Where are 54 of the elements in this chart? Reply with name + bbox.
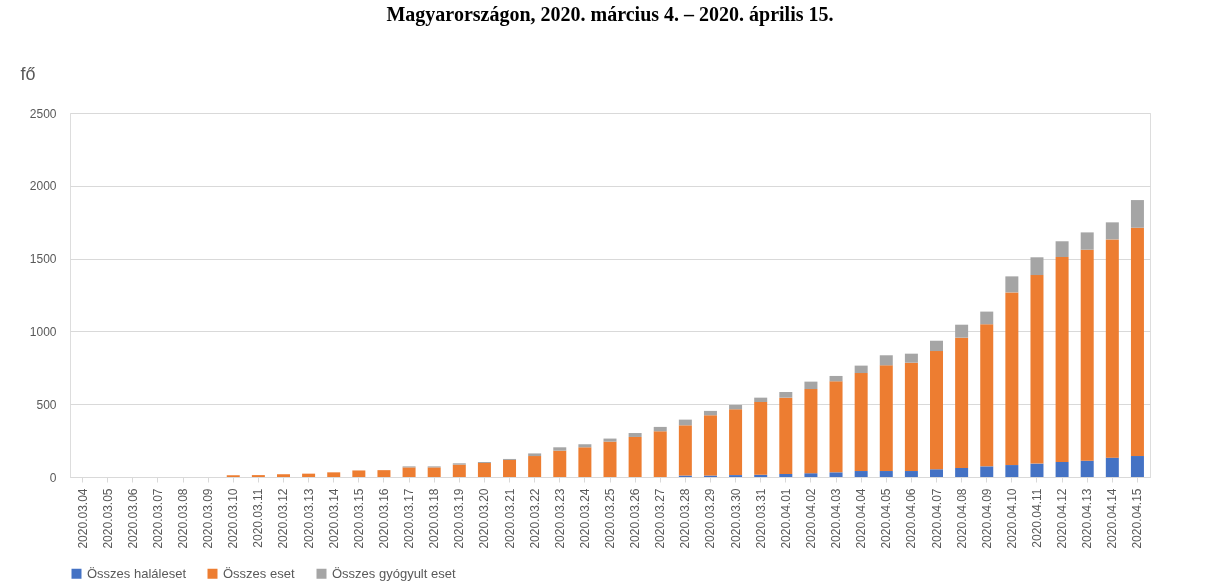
x-tick-label: 2020.03.05 bbox=[100, 488, 115, 549]
y-tick-label: 1000 bbox=[29, 324, 57, 339]
x-tick-label: 2020.03.09 bbox=[201, 488, 216, 549]
chart-title: Magyarországon, 2020. március 4. – 2020. április 15. bbox=[386, 3, 834, 26]
x-tick-label: 2020.03.29 bbox=[703, 488, 718, 549]
x-tick-label: 2020.03.08 bbox=[176, 488, 191, 549]
x-tick-label: 2020.03.11 bbox=[251, 488, 266, 548]
x-tick-label: 2020.03.21 bbox=[502, 488, 517, 549]
x-tick-label: 2020.04.01 bbox=[778, 488, 793, 549]
x-tick-label: 2020.03.12 bbox=[276, 488, 291, 549]
x-tick-label: 2020.03.20 bbox=[477, 488, 492, 549]
x-tick-label: 2020.03.13 bbox=[301, 488, 316, 549]
y-tick-label: 2000 bbox=[29, 179, 57, 194]
x-tick-label: 2020.03.28 bbox=[678, 488, 693, 549]
x-tick-label: 2020.03.25 bbox=[603, 488, 617, 549]
x-tick-label: 2020.03.18 bbox=[427, 488, 442, 549]
x-tick-label: 2020.04.11 bbox=[1029, 488, 1044, 548]
x-tick-label: 2020.03.31 bbox=[753, 488, 768, 549]
y-tick-label: 500 bbox=[36, 397, 57, 412]
x-tick-label: 2020.04.05 bbox=[879, 488, 894, 549]
x-tick-label: 2020.03.16 bbox=[376, 488, 391, 549]
x-tick-label: 2020.03.27 bbox=[653, 488, 668, 549]
x-tick-label: 2020.03.19 bbox=[452, 488, 467, 549]
x-tick-label: 2020.04.12 bbox=[1055, 488, 1070, 549]
y-tick-label: 1500 bbox=[29, 252, 57, 267]
x-tick-label: 2020.04.04 bbox=[854, 488, 869, 549]
x-tick-label: 2020.03.24 bbox=[577, 488, 592, 549]
x-tick-label: 2020.03.30 bbox=[728, 488, 743, 549]
x-tick-label: 2020.04.06 bbox=[904, 488, 919, 549]
x-tick-label: 2020.04.10 bbox=[1004, 488, 1019, 549]
y-axis-title: fő bbox=[20, 63, 36, 84]
x-tick-label: 2020.03.26 bbox=[628, 488, 643, 549]
x-tick-label: 2020.04.15 bbox=[1130, 488, 1145, 549]
x-tick-label: 2020.04.08 bbox=[954, 488, 969, 549]
x-tick-label: 2020.03.23 bbox=[552, 488, 567, 549]
y-tick-label: 2500 bbox=[29, 106, 57, 121]
x-tick-label: 2020.03.10 bbox=[226, 488, 241, 549]
x-tick-label: 2020.04.07 bbox=[929, 488, 944, 549]
x-tick-label: 2020.04.13 bbox=[1080, 488, 1095, 549]
x-tick-label: 2020.03.22 bbox=[527, 488, 542, 549]
y-tick-label: 0 bbox=[49, 470, 57, 485]
x-tick-label: 2020.04.14 bbox=[1105, 488, 1120, 549]
x-tick-label: 2020.04.09 bbox=[979, 488, 994, 549]
x-tick-label: 2020.03.15 bbox=[351, 488, 366, 549]
legend-label: Összes gyógyult eset bbox=[332, 565, 456, 581]
x-tick-label: 2020.03.07 bbox=[150, 488, 165, 549]
x-tick-label: 2020.04.03 bbox=[829, 488, 844, 549]
legend-label: Összes haláleset bbox=[87, 565, 187, 581]
x-tick-label: 2020.03.06 bbox=[125, 488, 140, 549]
x-tick-label: 2020.03.17 bbox=[402, 488, 417, 549]
legend-label: Összes eset bbox=[223, 565, 295, 581]
x-tick-label: 2020.04.02 bbox=[803, 488, 818, 549]
x-tick-label: 2020.03.04 bbox=[75, 488, 90, 549]
x-tick-label: 2020.03.14 bbox=[326, 488, 341, 549]
